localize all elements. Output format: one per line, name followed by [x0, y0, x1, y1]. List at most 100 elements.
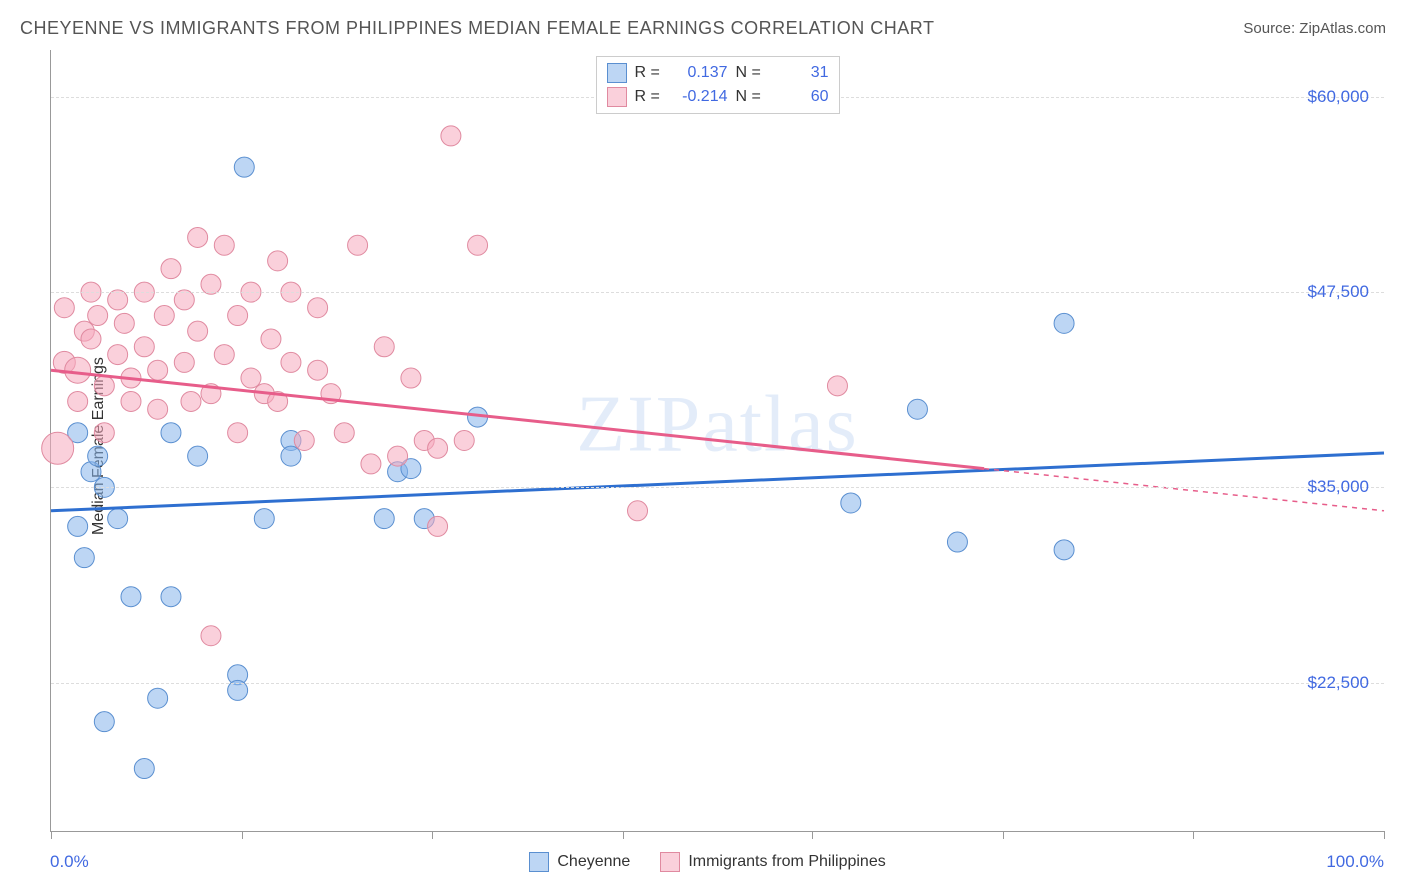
legend-label: Cheyenne [557, 853, 630, 871]
data-point [201, 626, 221, 646]
legend-item-cheyenne: Cheyenne [529, 852, 630, 872]
chart-header: CHEYENNE VS IMMIGRANTS FROM PHILIPPINES … [20, 18, 1386, 39]
data-point [161, 587, 181, 607]
data-point [188, 446, 208, 466]
data-point [468, 235, 488, 255]
data-point [827, 376, 847, 396]
legend-item-philippines: Immigrants from Philippines [660, 852, 885, 872]
data-point [174, 352, 194, 372]
x-tick [51, 831, 52, 839]
data-point [54, 298, 74, 318]
data-point [94, 423, 114, 443]
data-point [94, 376, 114, 396]
data-point [121, 391, 141, 411]
data-point [454, 431, 474, 451]
data-point [74, 548, 94, 568]
data-point [148, 360, 168, 380]
x-tick [242, 831, 243, 839]
data-point [241, 368, 261, 388]
data-point [428, 516, 448, 536]
data-point [134, 337, 154, 357]
data-point [401, 368, 421, 388]
x-axis-row: 0.0% Cheyenne Immigrants from Philippine… [50, 852, 1384, 872]
r-value: 0.137 [673, 64, 728, 82]
data-point [134, 759, 154, 779]
data-point [154, 306, 174, 326]
data-point [907, 399, 927, 419]
data-point [441, 126, 461, 146]
swatch-cheyenne [607, 63, 627, 83]
stats-legend: R = 0.137 N = 31 R = -0.214 N = 60 [596, 56, 840, 114]
data-point [121, 587, 141, 607]
x-tick [623, 831, 624, 839]
y-tick-label: $35,000 [1308, 477, 1369, 497]
data-point [348, 235, 368, 255]
data-point [628, 501, 648, 521]
x-tick [812, 831, 813, 839]
legend-label: Immigrants from Philippines [688, 853, 885, 871]
data-point [161, 259, 181, 279]
swatch-philippines [607, 87, 627, 107]
source-prefix: Source: [1243, 20, 1299, 37]
x-tick [1384, 831, 1385, 839]
n-value: 60 [774, 88, 829, 106]
data-point [228, 306, 248, 326]
data-point [308, 360, 328, 380]
data-point [181, 391, 201, 411]
data-point [281, 446, 301, 466]
data-point [374, 337, 394, 357]
data-point [148, 399, 168, 419]
data-point [94, 712, 114, 732]
data-point [114, 313, 134, 333]
data-point [334, 423, 354, 443]
trend-line [51, 453, 1384, 511]
data-point [68, 516, 88, 536]
x-min-label: 0.0% [50, 852, 89, 872]
chart-title: CHEYENNE VS IMMIGRANTS FROM PHILIPPINES … [20, 18, 934, 39]
data-point [108, 345, 128, 365]
gridline [51, 292, 1384, 293]
data-point [281, 352, 301, 372]
r-label: R = [635, 88, 665, 106]
data-point [88, 446, 108, 466]
data-point [841, 493, 861, 513]
x-tick [1003, 831, 1004, 839]
data-point [428, 438, 448, 458]
gridline [51, 683, 1384, 684]
data-point [188, 321, 208, 341]
chart-svg [51, 50, 1384, 831]
data-point [268, 251, 288, 271]
n-label: N = [736, 64, 766, 82]
y-tick-label: $47,500 [1308, 282, 1369, 302]
data-point [947, 532, 967, 552]
data-point [388, 446, 408, 466]
gridline [51, 487, 1384, 488]
swatch-cheyenne [529, 852, 549, 872]
data-point [1054, 540, 1074, 560]
data-point [214, 235, 234, 255]
data-point [42, 432, 74, 464]
x-tick [1193, 831, 1194, 839]
data-point [81, 329, 101, 349]
data-point [188, 227, 208, 247]
data-point [1054, 313, 1074, 333]
data-point [161, 423, 181, 443]
swatch-philippines [660, 852, 680, 872]
data-point [68, 391, 88, 411]
data-point [108, 509, 128, 529]
plot-area: ZIPatlas R = 0.137 N = 31 R = -0.214 N =… [50, 50, 1384, 832]
data-point [65, 357, 91, 383]
chart-source: Source: ZipAtlas.com [1243, 20, 1386, 37]
r-value: -0.214 [673, 88, 728, 106]
data-point [228, 423, 248, 443]
x-tick [432, 831, 433, 839]
source-link[interactable]: ZipAtlas.com [1299, 20, 1386, 37]
y-tick-label: $22,500 [1308, 673, 1369, 693]
data-point [294, 431, 314, 451]
data-point [88, 306, 108, 326]
series-legend: Cheyenne Immigrants from Philippines [529, 852, 885, 872]
stats-row-cheyenne: R = 0.137 N = 31 [607, 61, 829, 85]
stats-row-philippines: R = -0.214 N = 60 [607, 85, 829, 109]
data-point [254, 509, 274, 529]
data-point [261, 329, 281, 349]
